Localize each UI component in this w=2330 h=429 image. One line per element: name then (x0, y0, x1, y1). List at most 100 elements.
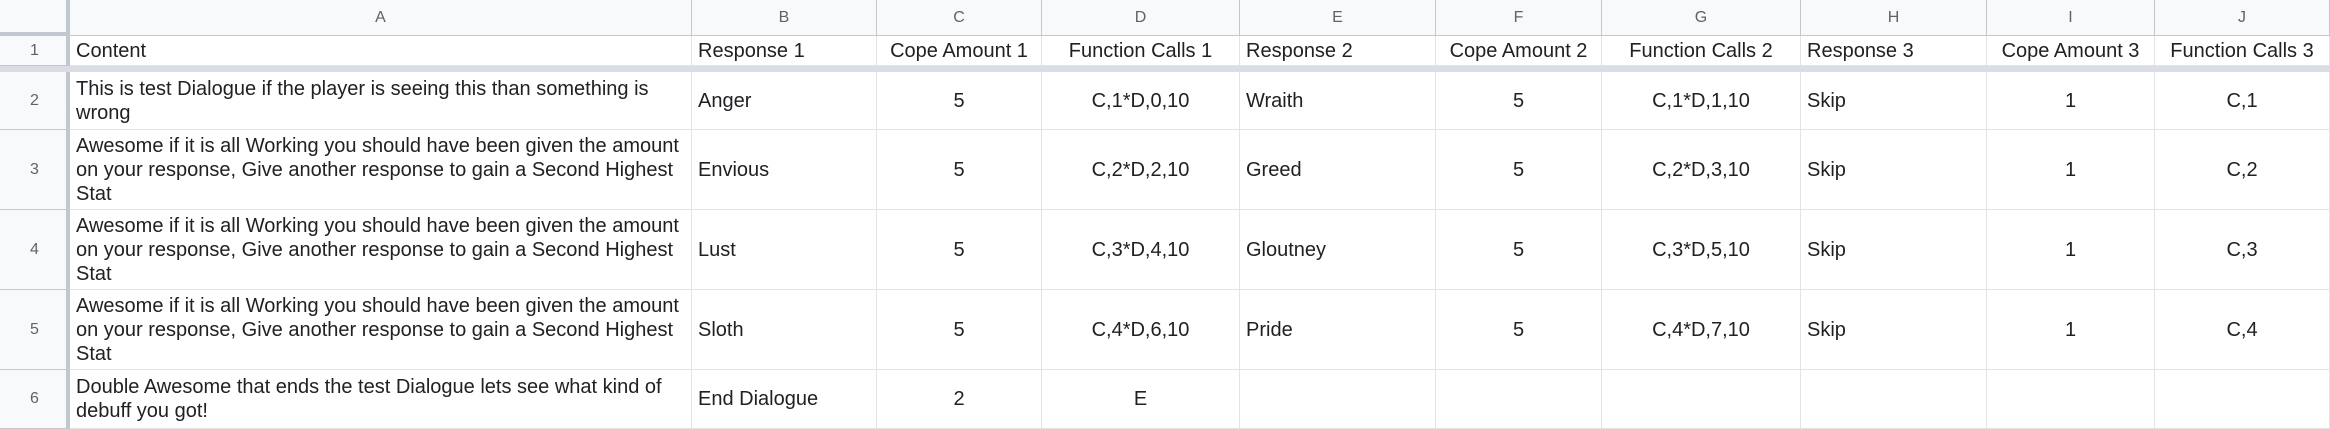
column-header-c[interactable]: C (877, 0, 1042, 36)
cell-g3[interactable]: C,2*D,3,10 (1602, 130, 1801, 210)
cell-h1[interactable]: Response 3 (1801, 36, 1987, 66)
cell-a2[interactable]: This is test Dialogue if the player is s… (70, 72, 692, 130)
cell-text: End Dialogue (698, 388, 819, 410)
column-header-a[interactable]: A (70, 0, 692, 36)
row-header-3[interactable]: 3 (0, 130, 70, 210)
cell-b3[interactable]: Envious (692, 130, 877, 210)
cell-h4[interactable]: Skip (1801, 210, 1987, 290)
row-header-5[interactable]: 5 (0, 290, 70, 370)
cell-c3[interactable]: 5 (877, 130, 1042, 210)
cell-f5[interactable]: 5 (1436, 290, 1602, 370)
row-header-6[interactable]: 6 (0, 370, 70, 429)
select-all-corner[interactable] (0, 0, 70, 36)
cell-text: Pride (1246, 318, 1293, 341)
cell-i5[interactable]: 1 (1987, 290, 2155, 370)
cell-d4[interactable]: C,3*D,4,10 (1042, 210, 1240, 290)
cell-j2[interactable]: C,1 (2155, 72, 2330, 130)
cell-text: Anger (698, 89, 752, 112)
cell-h6[interactable] (1801, 370, 1987, 429)
column-header-e[interactable]: E (1240, 0, 1436, 36)
cell-c1[interactable]: Cope Amount 1 (877, 36, 1042, 66)
cell-i1[interactable]: Cope Amount 3 (1987, 36, 2155, 66)
column-header-d[interactable]: D (1042, 0, 1240, 36)
cell-text: C,3 (2226, 238, 2258, 261)
cell-e2[interactable]: Wraith (1240, 72, 1436, 130)
cell-h5[interactable]: Skip (1801, 290, 1987, 370)
cell-h3[interactable]: Skip (1801, 130, 1987, 210)
cell-text: Cope Amount 3 (2001, 39, 2140, 62)
cell-c6[interactable]: 2 (877, 370, 1042, 429)
cell-b1[interactable]: Response 1 (692, 36, 877, 66)
cell-e1[interactable]: Response 2 (1240, 36, 1436, 66)
cell-a6[interactable]: Double Awesome that ends the test Dialog… (70, 370, 692, 429)
cell-a4[interactable]: Awesome if it is all Working you should … (70, 210, 692, 290)
cell-f2[interactable]: 5 (1436, 72, 1602, 130)
frozen-column-divider[interactable] (66, 0, 70, 429)
cell-text: Envious (698, 158, 770, 181)
cell-j3[interactable]: C,2 (2155, 130, 2330, 210)
cell-text: Wraith (1246, 89, 1304, 112)
cell-g1[interactable]: Function Calls 2 (1602, 36, 1801, 66)
cell-b2[interactable]: Anger (692, 72, 877, 130)
cell-text: C,2*D,3,10 (1652, 158, 1750, 181)
cell-f3[interactable]: 5 (1436, 130, 1602, 210)
column-header-b[interactable]: B (692, 0, 877, 36)
cell-g6[interactable] (1602, 370, 1801, 429)
cell-e3[interactable]: Greed (1240, 130, 1436, 210)
row-header-1[interactable]: 1 (0, 36, 70, 66)
cell-g2[interactable]: C,1*D,1,10 (1602, 72, 1801, 130)
cell-j6[interactable] (2155, 370, 2330, 429)
cell-b6[interactable]: End Dialogue (692, 370, 877, 429)
row-header-2[interactable]: 2 (0, 72, 70, 130)
cell-text: Lust (698, 238, 736, 261)
cell-text: Awesome if it is all Working you should … (76, 294, 679, 365)
cell-text: Skip (1807, 158, 1846, 181)
column-header-h[interactable]: H (1801, 0, 1987, 36)
cell-e6[interactable] (1240, 370, 1436, 429)
cell-a1[interactable]: Content (70, 36, 692, 66)
cell-d1[interactable]: Function Calls 1 (1042, 36, 1240, 66)
cell-text: Function Calls 3 (2170, 39, 2314, 62)
cell-text: C,4*D,6,10 (1091, 318, 1190, 341)
cell-text: 5 (1512, 238, 1525, 261)
cell-text: 5 (1512, 318, 1525, 341)
cell-c4[interactable]: 5 (877, 210, 1042, 290)
cell-j5[interactable]: C,4 (2155, 290, 2330, 370)
cell-e5[interactable]: Pride (1240, 290, 1436, 370)
cell-j4[interactable]: C,3 (2155, 210, 2330, 290)
cell-g4[interactable]: C,3*D,5,10 (1602, 210, 1801, 290)
cell-text: Response 2 (1246, 39, 1353, 62)
cell-a5[interactable]: Awesome if it is all Working you should … (70, 290, 692, 370)
cell-b4[interactable]: Lust (692, 210, 877, 290)
cell-g5[interactable]: C,4*D,7,10 (1602, 290, 1801, 370)
column-header-j[interactable]: J (2155, 0, 2330, 36)
row-header-4[interactable]: 4 (0, 210, 70, 290)
cell-text: C,3*D,4,10 (1091, 238, 1190, 261)
cell-e4[interactable]: Gloutney (1240, 210, 1436, 290)
cell-d2[interactable]: C,1*D,0,10 (1042, 72, 1240, 130)
column-header-i[interactable]: I (1987, 0, 2155, 36)
cell-text: C,1*D,0,10 (1091, 89, 1190, 112)
cell-b5[interactable]: Sloth (692, 290, 877, 370)
cell-i4[interactable]: 1 (1987, 210, 2155, 290)
cell-h2[interactable]: Skip (1801, 72, 1987, 130)
cell-f4[interactable]: 5 (1436, 210, 1602, 290)
cell-d3[interactable]: C,2*D,2,10 (1042, 130, 1240, 210)
cell-i3[interactable]: 1 (1987, 130, 2155, 210)
cell-a3[interactable]: Awesome if it is all Working you should … (70, 130, 692, 210)
cell-text: C,2 (2226, 158, 2258, 181)
cell-c5[interactable]: 5 (877, 290, 1042, 370)
cell-f1[interactable]: Cope Amount 2 (1436, 36, 1602, 66)
cell-f6[interactable] (1436, 370, 1602, 429)
cell-text: 2 (953, 388, 965, 410)
cell-i2[interactable]: 1 (1987, 72, 2155, 130)
column-header-g[interactable]: G (1602, 0, 1801, 36)
frozen-row-divider[interactable] (0, 66, 2330, 72)
cell-d5[interactable]: C,4*D,6,10 (1042, 290, 1240, 370)
cell-d6[interactable]: E (1042, 370, 1240, 429)
cell-text: C,1 (2226, 89, 2258, 112)
cell-c2[interactable]: 5 (877, 72, 1042, 130)
cell-i6[interactable] (1987, 370, 2155, 429)
column-header-f[interactable]: F (1436, 0, 1602, 36)
cell-j1[interactable]: Function Calls 3 (2155, 36, 2330, 66)
